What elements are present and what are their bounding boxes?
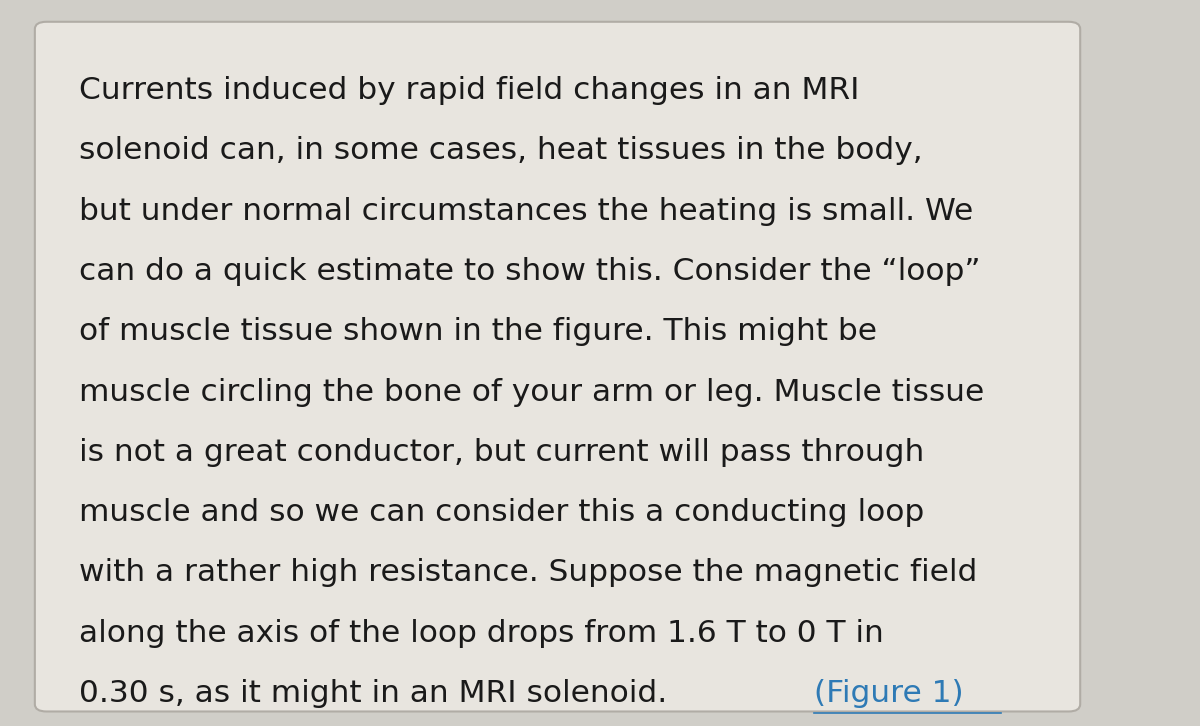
Text: solenoid can, in some cases, heat tissues in the body,: solenoid can, in some cases, heat tissue… [79, 136, 923, 166]
Text: of muscle tissue shown in the figure. This might be: of muscle tissue shown in the figure. Th… [79, 317, 877, 346]
Text: but under normal circumstances the heating is small. We: but under normal circumstances the heati… [79, 197, 973, 226]
FancyBboxPatch shape [35, 22, 1080, 711]
Text: Currents induced by rapid field changes in an MRI: Currents induced by rapid field changes … [79, 76, 859, 105]
Text: along the axis of the loop drops from 1.6 T to 0 T in: along the axis of the loop drops from 1.… [79, 619, 883, 648]
Text: 0.30 s, as it might in an MRI solenoid.: 0.30 s, as it might in an MRI solenoid. [79, 679, 667, 708]
Text: (Figure 1): (Figure 1) [814, 679, 964, 708]
Text: can do a quick estimate to show this. Consider the “loop”: can do a quick estimate to show this. Co… [79, 257, 980, 286]
Text: with a rather high resistance. Suppose the magnetic field: with a rather high resistance. Suppose t… [79, 558, 977, 587]
Text: muscle and so we can consider this a conducting loop: muscle and so we can consider this a con… [79, 498, 924, 527]
Text: is not a great conductor, but current will pass through: is not a great conductor, but current wi… [79, 438, 924, 467]
Text: muscle circling the bone of your arm or leg. Muscle tissue: muscle circling the bone of your arm or … [79, 378, 984, 407]
